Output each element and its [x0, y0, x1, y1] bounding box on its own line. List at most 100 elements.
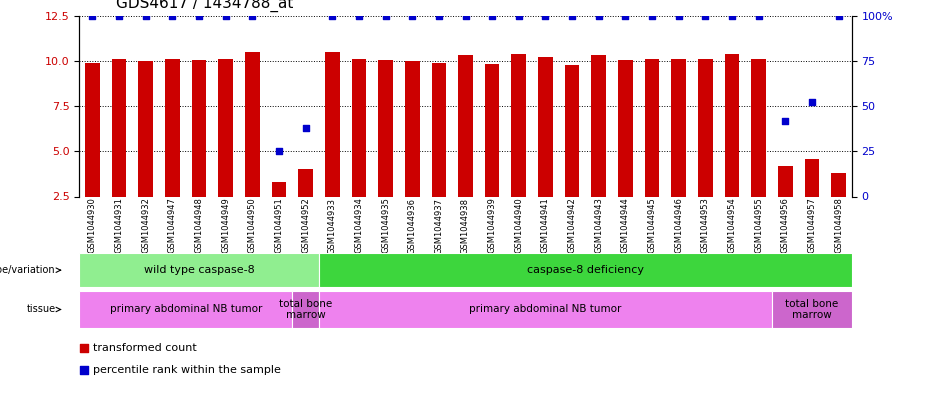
Bar — [671, 59, 686, 196]
Text: GSM1044957: GSM1044957 — [807, 198, 816, 253]
Text: genotype/variation: genotype/variation — [0, 265, 56, 275]
Bar — [772, 291, 852, 328]
Bar — [751, 59, 766, 196]
Text: wild type caspase-8: wild type caspase-8 — [143, 265, 254, 275]
Text: GSM1044940: GSM1044940 — [514, 198, 523, 253]
Text: GSM1044935: GSM1044935 — [381, 198, 390, 253]
Bar — [831, 173, 846, 196]
Text: GSM1044932: GSM1044932 — [142, 198, 150, 253]
Bar — [644, 59, 659, 196]
Text: GSM1044952: GSM1044952 — [301, 198, 310, 253]
Text: GSM1044950: GSM1044950 — [248, 198, 257, 253]
Text: GSM1044949: GSM1044949 — [222, 198, 230, 253]
Bar — [85, 63, 100, 196]
Text: GSM1044943: GSM1044943 — [594, 198, 603, 253]
Text: GSM1044953: GSM1044953 — [701, 198, 709, 253]
Bar — [618, 60, 633, 196]
Point — [139, 13, 154, 19]
Point — [325, 13, 340, 19]
Text: total bone
marrow: total bone marrow — [279, 299, 332, 320]
Text: GSM1044933: GSM1044933 — [328, 198, 337, 253]
Text: total bone
marrow: total bone marrow — [785, 299, 839, 320]
Point — [378, 13, 393, 19]
Bar — [565, 64, 579, 196]
Text: percentile rank within the sample: percentile rank within the sample — [93, 365, 281, 375]
Point — [112, 13, 127, 19]
Point — [405, 13, 420, 19]
Text: GSM1044958: GSM1044958 — [834, 198, 843, 253]
Point — [431, 13, 446, 19]
Text: GSM1044944: GSM1044944 — [621, 198, 630, 253]
Bar — [458, 55, 473, 196]
Point — [538, 13, 553, 19]
Text: GSM1044937: GSM1044937 — [435, 198, 443, 253]
Text: GSM1044942: GSM1044942 — [568, 198, 576, 253]
Text: GSM1044955: GSM1044955 — [754, 198, 763, 253]
Point — [458, 13, 473, 19]
Bar — [432, 63, 446, 196]
Bar — [724, 54, 739, 196]
Bar — [538, 57, 553, 196]
Text: GSM1044946: GSM1044946 — [674, 198, 683, 253]
Bar — [245, 52, 260, 196]
Text: GSM1044947: GSM1044947 — [168, 198, 177, 253]
Point — [511, 13, 526, 19]
Point — [804, 99, 819, 106]
Point — [85, 13, 100, 19]
Point — [485, 13, 500, 19]
Bar — [79, 253, 319, 287]
Bar — [272, 182, 287, 196]
Bar — [319, 291, 772, 328]
Text: GSM1044956: GSM1044956 — [781, 198, 789, 253]
Text: GSM1044930: GSM1044930 — [88, 198, 97, 253]
Bar — [112, 59, 127, 196]
Text: GSM1044941: GSM1044941 — [541, 198, 550, 253]
Point — [644, 13, 659, 19]
Bar — [139, 61, 153, 196]
Bar — [79, 291, 292, 328]
Bar — [778, 166, 792, 196]
Bar — [165, 59, 180, 196]
Bar — [325, 52, 340, 196]
Point — [165, 13, 180, 19]
Bar — [319, 253, 852, 287]
Text: GSM1044951: GSM1044951 — [275, 198, 283, 253]
Text: GSM1044934: GSM1044934 — [355, 198, 363, 253]
Bar — [698, 59, 712, 196]
Bar — [804, 158, 819, 196]
Text: caspase-8 deficiency: caspase-8 deficiency — [527, 265, 644, 275]
Text: GSM1044954: GSM1044954 — [727, 198, 736, 253]
Bar — [405, 61, 420, 196]
Text: primary abdominal NB tumor: primary abdominal NB tumor — [469, 305, 622, 314]
Bar — [591, 55, 606, 196]
Point — [352, 13, 367, 19]
Text: GSM1044939: GSM1044939 — [488, 198, 496, 253]
Text: transformed count: transformed count — [93, 343, 196, 353]
Text: GSM1044931: GSM1044931 — [115, 198, 124, 253]
Text: GDS4617 / 1434788_at: GDS4617 / 1434788_at — [116, 0, 294, 12]
Point — [777, 118, 792, 124]
Point — [218, 13, 233, 19]
Text: GSM1044938: GSM1044938 — [461, 198, 470, 253]
Text: tissue: tissue — [26, 305, 56, 314]
Text: primary abdominal NB tumor: primary abdominal NB tumor — [110, 305, 262, 314]
Point — [751, 13, 766, 19]
Point — [591, 13, 606, 19]
Text: GSM1044948: GSM1044948 — [195, 198, 204, 253]
Point — [272, 148, 287, 154]
Text: GSM1044936: GSM1044936 — [408, 198, 417, 253]
Bar — [298, 169, 313, 196]
Point — [298, 125, 313, 131]
Point — [618, 13, 633, 19]
Point — [245, 13, 260, 19]
Bar — [511, 54, 526, 196]
Bar — [378, 60, 393, 196]
Bar — [219, 59, 233, 196]
Text: GSM1044945: GSM1044945 — [648, 198, 656, 253]
Bar — [352, 59, 366, 196]
Point — [724, 13, 739, 19]
Point — [76, 345, 91, 351]
Bar — [192, 60, 207, 196]
Point — [76, 367, 91, 373]
Point — [698, 13, 713, 19]
